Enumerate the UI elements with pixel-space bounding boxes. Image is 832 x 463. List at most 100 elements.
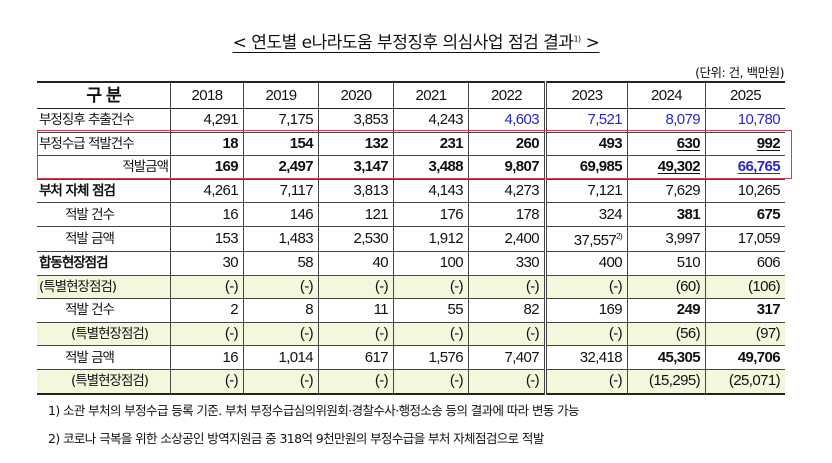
value-text: 82 (523, 301, 540, 319)
value-cell: 169 (170, 155, 244, 180)
value-text: 18 (222, 134, 239, 152)
value-text: (-) (525, 325, 540, 343)
value-text: (-) (608, 325, 623, 343)
value-cell: 121 (318, 202, 394, 227)
value-text: 7,121 (587, 182, 622, 200)
value-text: (-) (299, 277, 314, 295)
value-text: 153 (214, 229, 239, 247)
value-cell: 30 (170, 251, 244, 276)
table-row: 적발 건수 2 8 11 55 82 169 249 317 (37, 298, 785, 323)
footnote-ref: 2) (616, 231, 623, 241)
value-cell: 3,488 (393, 155, 469, 180)
value-text: 176 (439, 205, 464, 223)
title-footnote-ref: 1) (573, 34, 581, 44)
value-cell: 1,576 (393, 345, 469, 370)
value-cell: 231 (393, 132, 469, 157)
value-text: 324 (598, 205, 623, 223)
header-year: 2025 (705, 81, 785, 109)
value-cell: 16 (170, 345, 244, 370)
value-text: 8,079 (665, 111, 700, 129)
value-cell: 17,059 (705, 226, 785, 252)
row-label: 적발 건수 (37, 298, 171, 323)
value-cell: (-) (393, 369, 469, 395)
row-label: 부정징후 추출건수 (37, 108, 171, 133)
value-text: 510 (676, 254, 701, 272)
header-year: 2019 (243, 81, 319, 109)
value-cell: 49,706 (705, 345, 785, 370)
value-cell: 100 (393, 251, 469, 276)
value-text: 3,147 (353, 158, 388, 176)
value-cell: 10,780 (705, 108, 785, 133)
header-row: 구 분 2018 2019 2020 2021 2022 2023 2024 2025 (37, 81, 785, 109)
value-text: 121 (364, 205, 389, 223)
value-text: 132 (364, 134, 389, 152)
value-cell: (-) (170, 322, 244, 347)
value-cell: (-) (318, 322, 394, 347)
value-cell: 9,807 (468, 155, 546, 180)
value-text: 1,576 (428, 348, 463, 366)
row-label: 적발 금액 (37, 226, 171, 252)
value-text: 606 (756, 254, 781, 272)
value-text: (-) (299, 325, 314, 343)
value-cell: 249 (627, 298, 706, 323)
value-text: 630 (676, 134, 701, 152)
row-label: 합동현장점검 (37, 251, 171, 276)
value-cell: 617 (318, 345, 394, 370)
value-cell: 49,302 (627, 155, 706, 180)
value-cell: 2,497 (243, 155, 319, 180)
value-cell: 7,407 (468, 345, 546, 370)
value-cell: 2,400 (468, 226, 546, 252)
title-text: < 연도별 e나라도움 부정징후 의심사업 점검 결과 (232, 33, 574, 53)
value-cell: (-) (243, 369, 319, 395)
header-year: 2022 (468, 81, 546, 109)
value-cell: 606 (705, 251, 785, 276)
value-text: 7,117 (279, 182, 314, 200)
table-row: 적발 건수 16 146 121 176 178 324 381 675 (37, 202, 785, 227)
value-text: 4,261 (203, 182, 238, 200)
value-text: 40 (372, 254, 389, 272)
value-cell: 675 (705, 202, 785, 227)
header-year: 2020 (318, 81, 394, 109)
value-cell: 4,143 (393, 179, 469, 204)
value-cell: (-) (243, 322, 319, 347)
value-text: (-) (374, 325, 389, 343)
value-cell: 146 (243, 202, 319, 227)
value-cell: 40 (318, 251, 394, 276)
value-text: 9,807 (504, 158, 539, 176)
value-cell: 630 (627, 132, 706, 157)
value-cell: 176 (393, 202, 469, 227)
value-cell: 45,305 (627, 345, 706, 370)
table-row: 적발 금액 153 1,483 2,530 1,912 2,400 37,5572) 3,99… (37, 226, 785, 252)
value-cell: 493 (544, 132, 628, 157)
value-text: 16 (222, 348, 239, 366)
row-label: (특별현장점검) (37, 275, 171, 300)
value-text: 2,400 (504, 229, 539, 247)
value-text: 249 (676, 301, 701, 319)
value-text: 3,853 (353, 111, 388, 129)
row-label: 적발 금액 (37, 345, 171, 370)
value-text: (-) (374, 372, 389, 390)
value-text: 3,813 (353, 182, 388, 200)
value-text: 992 (756, 134, 781, 152)
footnote-1: 1) 소관 부처의 부정수급 등록 기준. 부처 부정수급심의위원회·경찰수사·… (48, 403, 580, 418)
value-text: 58 (297, 254, 314, 272)
row-label: 적발 건수 (37, 202, 171, 227)
value-text: 4,603 (504, 111, 539, 129)
row-label: (특별현장점검) (37, 369, 171, 395)
value-text: 146 (289, 205, 314, 223)
value-cell: 132 (318, 132, 394, 157)
title-end: > (580, 33, 600, 53)
value-cell: 178 (468, 202, 546, 227)
value-cell: (60) (627, 275, 706, 300)
value-cell: 381 (627, 202, 706, 227)
value-text: (56) (675, 325, 701, 343)
value-text: 69,985 (579, 158, 623, 176)
value-cell: (-) (468, 322, 546, 347)
value-cell: 3,147 (318, 155, 394, 180)
header-year: 2018 (170, 81, 244, 109)
value-text: (-) (525, 372, 540, 390)
value-cell: 16 (170, 202, 244, 227)
value-cell: 510 (627, 251, 706, 276)
value-cell: 4,243 (393, 108, 469, 133)
value-cell: 8,079 (627, 108, 706, 133)
